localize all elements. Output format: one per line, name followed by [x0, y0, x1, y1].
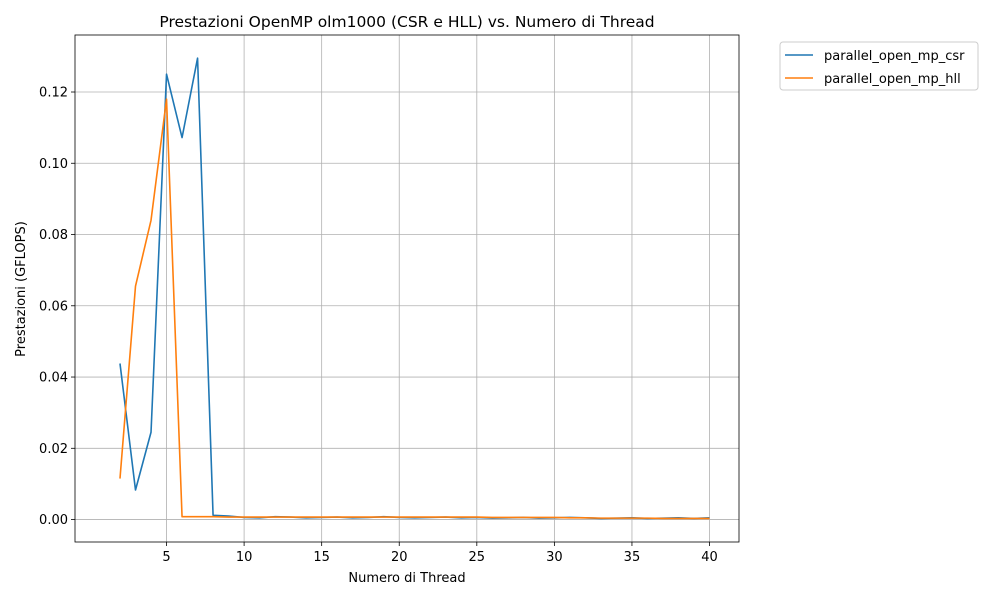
y-tick-label: 0.12 [39, 86, 68, 101]
x-tick-label: 20 [391, 550, 408, 565]
y-tick-label: 0.06 [39, 299, 68, 314]
x-tick-label: 10 [236, 550, 253, 565]
series-line-parallel-open-mp-csr [119, 57, 710, 520]
x-tick-label: 25 [469, 550, 486, 565]
y-tick-label: 0.00 [39, 513, 68, 528]
x-axis-ticks: 5 10 15 20 25 30 35 40 [162, 542, 718, 565]
legend-box [779, 41, 979, 91]
y-tick-label: 0.02 [39, 442, 68, 457]
legend-label-hll: parallel_open_mp_hll [824, 72, 961, 87]
y-tick-label: 0.10 [39, 157, 68, 172]
x-tick-label: 30 [546, 550, 563, 565]
chart-title: Prestazioni OpenMP olm1000 (CSR e HLL) v… [159, 13, 654, 31]
legend: parallel_open_mp_csr parallel_open_mp_hl… [779, 41, 979, 91]
x-tick-label: 35 [624, 550, 641, 565]
grid-lines [75, 35, 739, 542]
y-tick-label: 0.04 [39, 371, 68, 386]
x-axis-label: Numero di Thread [348, 571, 465, 586]
x-tick-label: 15 [313, 550, 330, 565]
y-axis-ticks: 0.00 0.02 0.04 0.06 0.08 0.10 0.12 [39, 86, 75, 528]
y-tick-label: 0.08 [39, 228, 68, 243]
series-line-parallel-open-mp-hll [119, 98, 710, 520]
x-tick-label: 40 [701, 550, 718, 565]
legend-label-csr: parallel_open_mp_csr [824, 49, 965, 64]
plot-frame [74, 34, 740, 543]
y-axis-label: Prestazioni (GFLOPS) [14, 221, 29, 357]
x-tick-label: 5 [162, 550, 170, 565]
series-layer [119, 57, 710, 520]
